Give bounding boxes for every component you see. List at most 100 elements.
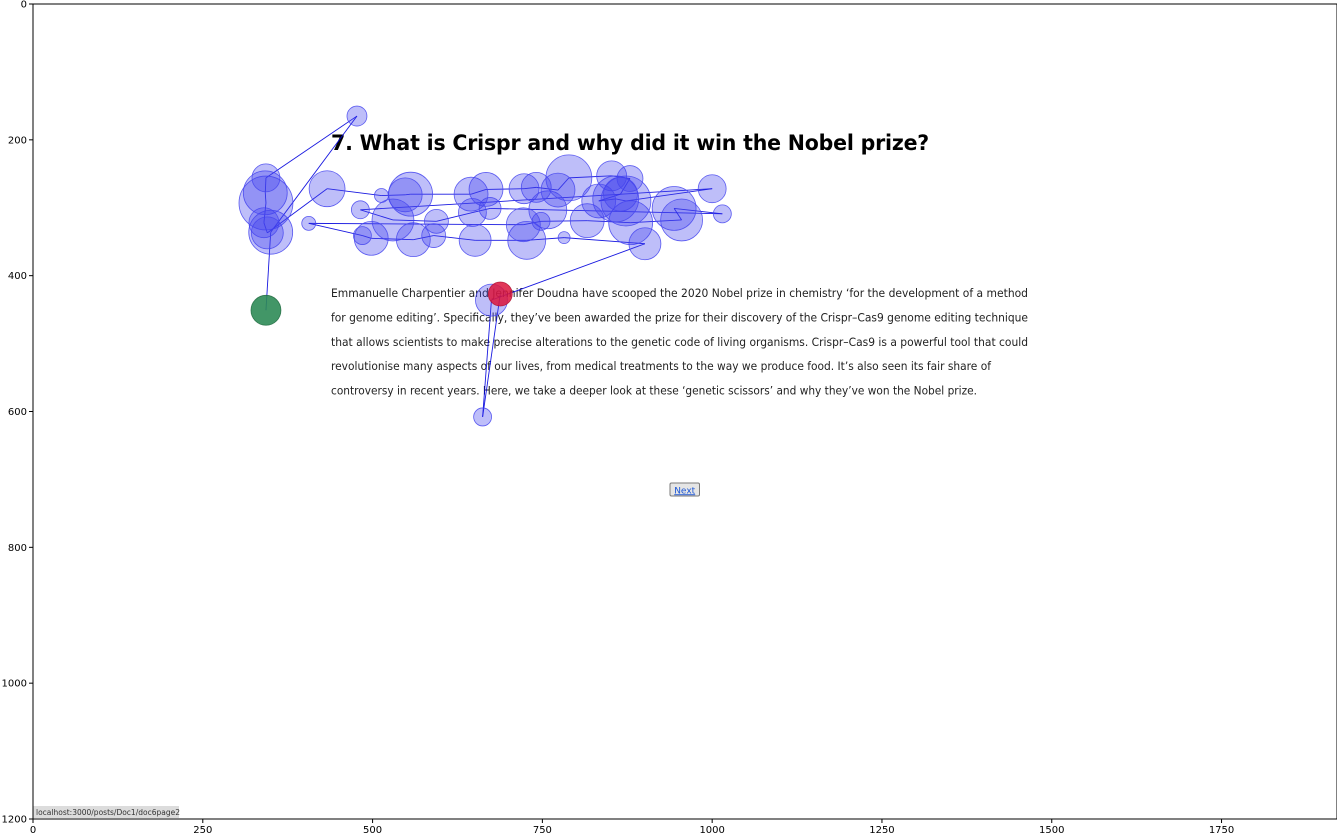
fixation-point <box>608 200 654 246</box>
x-tick-label: 750 <box>533 825 552 836</box>
scanpath-segment <box>557 177 570 191</box>
scanpath-segment <box>405 193 411 196</box>
fixation-point <box>388 171 433 217</box>
fixation-point <box>421 223 447 248</box>
page-screenshot-layer: 7. What is Crispr and why did it win the… <box>33 131 1028 818</box>
fixation-point <box>660 198 703 242</box>
fixation-point <box>520 171 552 203</box>
fixation-point <box>478 197 502 220</box>
scanpath-segment <box>392 219 437 222</box>
fixation-point <box>712 204 732 224</box>
y-tick-label: 1000 <box>2 679 27 690</box>
next-button-label[interactable]: Next <box>674 486 695 496</box>
fixation-point <box>540 172 576 208</box>
x-tick-label: 1500 <box>1039 825 1064 836</box>
scanpath-segment <box>615 198 627 202</box>
fixation-point <box>473 407 492 427</box>
fixation-markers <box>238 105 732 427</box>
scanpath-segment <box>362 235 372 239</box>
fixation-point <box>250 216 284 250</box>
fixation-point <box>557 231 571 245</box>
fixation-point <box>371 198 415 242</box>
fixation-point <box>505 207 541 243</box>
fixation-point <box>458 223 492 257</box>
fixation-point <box>395 222 431 258</box>
fixation-point <box>308 170 346 208</box>
scanpath-segment <box>564 237 645 245</box>
paragraph-line: controversy in recent years. Here, we ta… <box>331 384 977 398</box>
fixation-point <box>569 203 605 239</box>
last-fixation-point <box>487 281 513 307</box>
scanpath-segment <box>264 177 267 193</box>
fixation-point <box>350 200 370 220</box>
first-fixation-point <box>250 294 282 326</box>
fixation-point <box>242 170 288 216</box>
y-tick-label: 600 <box>8 407 27 418</box>
x-tick-label: 0 <box>30 825 36 836</box>
fixation-point <box>387 177 423 213</box>
scanpath-segment <box>620 178 631 195</box>
fixation-point <box>628 227 662 261</box>
fixation-point <box>353 220 389 256</box>
fixation-point <box>346 105 368 127</box>
scanpath-segment <box>263 222 268 234</box>
fixation-point <box>528 190 568 230</box>
fixation-point <box>468 172 504 207</box>
page-title: 7. What is Crispr and why did it win the… <box>331 131 929 155</box>
y-tick-label: 400 <box>8 271 27 282</box>
scanpath-segment <box>491 243 646 301</box>
scanpath-segment <box>472 207 491 213</box>
fixation-point <box>592 175 640 223</box>
scanpath-segment <box>482 293 501 417</box>
y-tick-label: 200 <box>8 135 27 146</box>
scanpath-segment <box>490 207 548 211</box>
paragraph-line: revolutionise many aspects of our lives,… <box>331 359 992 373</box>
scanpath-segment <box>267 188 328 234</box>
fixation-point <box>507 220 547 260</box>
status-url: localhost:3000/posts/Doc1/doc6page2 <box>36 808 180 817</box>
fixation-point <box>238 175 294 231</box>
scanpath-segment <box>598 193 621 202</box>
fixation-point <box>545 154 593 202</box>
scanpath-segment <box>485 188 525 190</box>
fixation-point <box>248 209 294 255</box>
y-tick-label: 1200 <box>2 815 27 826</box>
status-bar: localhost:3000/posts/Doc1/doc6page2 <box>33 806 180 818</box>
scanpath-segment <box>536 186 559 191</box>
scanpath-segment <box>482 300 492 417</box>
y-tick-label: 0 <box>21 0 27 11</box>
x-tick-label: 1000 <box>699 825 724 836</box>
scanpath-segment <box>625 188 713 202</box>
scanpath-segment <box>523 186 537 190</box>
fixation-point <box>353 226 372 245</box>
scanpath-segment <box>270 115 358 233</box>
paragraph-line: for genome editing’. Specifically, they’… <box>331 310 1028 324</box>
scanpath-segment <box>360 209 394 221</box>
scanpath-segment <box>360 188 713 211</box>
x-tick-label: 250 <box>193 825 212 836</box>
scanpath-segment <box>673 208 682 221</box>
paragraph-line: that allows scientists to make precise a… <box>331 335 1028 349</box>
body-paragraph: Emmanuelle Charpentier and Jennifer Doud… <box>331 286 1028 398</box>
next-button[interactable]: Next <box>669 482 700 497</box>
scanpath-segment <box>327 188 382 196</box>
scanpath-segment <box>381 194 406 196</box>
scanpath-segment <box>470 188 487 195</box>
scanpath-segment <box>436 212 473 222</box>
fixation-point <box>697 174 727 204</box>
scanpath-segment <box>308 222 524 226</box>
fixation-point <box>603 176 638 212</box>
fixation-point <box>616 165 644 192</box>
scanpath-segment <box>433 235 476 241</box>
fixation-point <box>301 215 317 231</box>
fixation-point <box>531 211 551 231</box>
fixation-point <box>508 173 540 205</box>
fixation-point <box>248 207 280 239</box>
scanpath-segment <box>265 115 358 179</box>
scanpath-segment <box>598 198 616 202</box>
x-tick-label: 1250 <box>869 825 894 836</box>
fixation-point <box>251 163 281 193</box>
